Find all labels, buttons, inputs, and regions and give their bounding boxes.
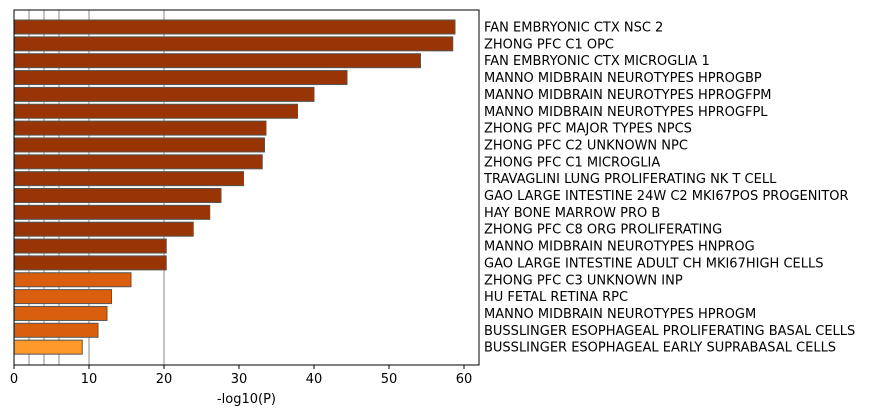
category-label: MANNO MIDBRAIN NEUROTYPES HPROGFPM [484, 88, 772, 103]
bar [13, 221, 194, 237]
bar [13, 339, 83, 355]
bar [13, 70, 348, 86]
bar [13, 171, 244, 187]
bar [13, 36, 454, 52]
bar [13, 103, 298, 119]
bar [13, 204, 211, 220]
bar [13, 120, 267, 136]
x-axis-label: -log10(P) [217, 392, 276, 407]
category-label: ZHONG PFC C1 MICROGLIA [484, 155, 660, 170]
bar [13, 289, 112, 305]
category-label: ZHONG PFC MAJOR TYPES NPCS [484, 122, 692, 137]
bar [13, 53, 421, 69]
category-label: MANNO MIDBRAIN NEUROTYPES HPROGM [484, 307, 756, 322]
category-label: FAN EMBRYONIC CTX NSC 2 [484, 21, 663, 36]
category-label: HAY BONE MARROW PRO B [484, 206, 660, 221]
category-label: ZHONG PFC C3 UNKNOWN INP [484, 273, 683, 288]
category-label: MANNO MIDBRAIN NEUROTYPES HPROGBP [484, 71, 762, 86]
category-label: FAN EMBRYONIC CTX MICROGLIA 1 [484, 54, 710, 69]
category-label: ZHONG PFC C2 UNKNOWN NPC [484, 138, 688, 153]
x-axis: 0 10 20 30 40 50 60 [10, 365, 472, 387]
bar [13, 272, 132, 288]
bar [13, 255, 167, 271]
reference-lines [28, 10, 165, 365]
x-tick-label: 30 [231, 372, 248, 387]
category-label: BUSSLINGER ESOPHAGEAL PROLIFERATING BASA… [484, 324, 855, 339]
x-tick-label: 40 [306, 372, 323, 387]
x-tick-label: 50 [381, 372, 398, 387]
bar [13, 154, 263, 170]
category-label: ZHONG PFC C1 OPC [484, 37, 614, 52]
x-tick-label: 20 [156, 372, 173, 387]
category-label: MANNO MIDBRAIN NEUROTYPES HPROGFPL [484, 105, 768, 120]
bars-group [13, 19, 456, 355]
bar [13, 305, 108, 321]
category-label: MANNO MIDBRAIN NEUROTYPES HNPROG [484, 240, 755, 255]
category-label: TRAVAGLINI LUNG PROLIFERATING NK T CELL [483, 172, 777, 187]
category-label: HU FETAL RETINA RPC [484, 290, 628, 305]
bar [13, 238, 167, 254]
category-label: BUSSLINGER ESOPHAGEAL EARLY SUPRABASAL C… [484, 341, 836, 356]
x-tick-label: 10 [81, 372, 98, 387]
bar [13, 137, 265, 153]
bar [13, 86, 315, 102]
x-tick-label: 0 [10, 372, 18, 387]
plot-area-frame [13, 9, 480, 366]
bar [13, 322, 99, 338]
category-label: GAO LARGE INTESTINE 24W C2 MKI67POS PROG… [484, 189, 849, 204]
bar [13, 188, 222, 203]
category-label: ZHONG PFC C8 ORG PROLIFERATING [484, 223, 722, 238]
x-tick-label: 60 [456, 372, 473, 387]
bar [13, 19, 456, 35]
category-label: GAO LARGE INTESTINE ADULT CH MKI67HIGH C… [484, 256, 823, 271]
